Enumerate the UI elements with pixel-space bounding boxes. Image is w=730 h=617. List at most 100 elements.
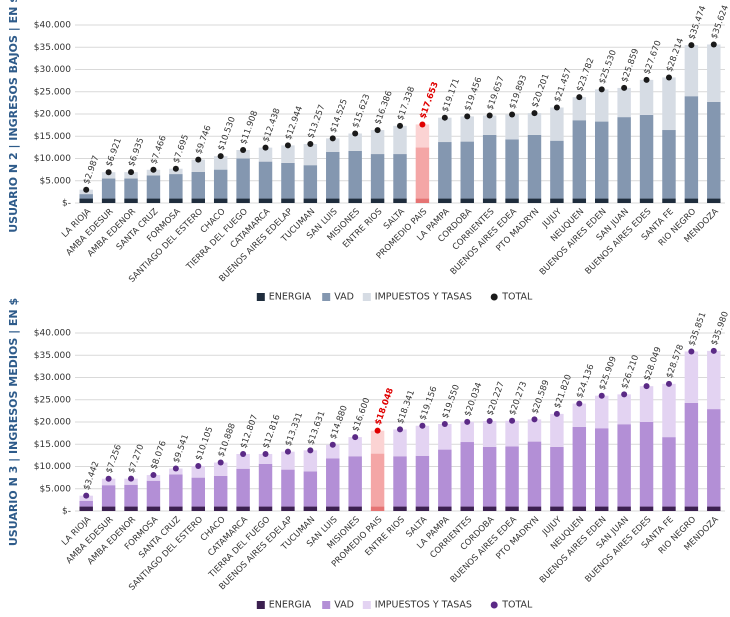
bar-segment <box>169 174 183 199</box>
total-dot <box>240 147 247 154</box>
bar-segment <box>550 198 564 203</box>
bar-segment <box>505 198 519 203</box>
total-dot <box>352 434 359 441</box>
total-dot <box>83 186 90 193</box>
total-dot <box>553 410 560 417</box>
total-dot <box>665 74 672 81</box>
bar-segment <box>684 402 699 507</box>
bar-segment <box>258 198 273 203</box>
bar-segment <box>415 147 430 199</box>
total-dot <box>128 475 135 482</box>
bar-segment <box>415 124 430 148</box>
bar-segment <box>550 446 564 507</box>
bar-segment <box>370 198 385 203</box>
bar-segment <box>213 475 228 507</box>
bar-segment <box>236 198 250 203</box>
bar-segment <box>213 198 228 203</box>
total-dot <box>486 417 493 424</box>
total-dot <box>374 127 381 134</box>
bar-segment <box>101 178 116 199</box>
total-dot <box>576 94 583 101</box>
total-dot <box>284 448 291 455</box>
bar-segment <box>415 455 430 507</box>
bar-segment <box>527 198 542 203</box>
y-tick-label: $15.000 <box>34 132 71 142</box>
bar-segment <box>393 198 407 203</box>
legend-label: ENERGIA <box>269 292 312 303</box>
total-label: $16.600 <box>351 397 372 433</box>
total-dot <box>352 130 359 137</box>
bar-segment <box>326 458 340 507</box>
total-dot <box>621 84 628 91</box>
bar-segment <box>595 121 609 199</box>
bar-segment <box>550 506 564 511</box>
bar-segment <box>438 424 452 450</box>
legend-marker <box>490 601 498 609</box>
bar-segment <box>258 506 273 511</box>
total-label: $19.156 <box>418 385 439 421</box>
bar-segment <box>639 386 654 422</box>
bar-segment <box>281 162 295 199</box>
bar-segment <box>639 114 654 199</box>
bar-segment <box>505 420 519 447</box>
total-label: $10.888 <box>216 422 237 458</box>
legend-marker <box>322 601 331 609</box>
bar-segment <box>370 130 385 155</box>
legend-label: ENERGIA <box>269 600 312 611</box>
total-dot <box>128 169 135 176</box>
bar-segment <box>707 506 721 511</box>
bar-segment <box>124 178 138 199</box>
bar-segment <box>326 444 340 459</box>
total-label: $19.657 <box>485 75 506 111</box>
bar-segment <box>438 506 452 511</box>
total-dot <box>172 165 179 172</box>
total-dot <box>688 42 695 49</box>
bar-segment <box>124 478 138 485</box>
bar-segment <box>169 506 183 511</box>
bar-segment <box>303 450 318 472</box>
bar-segment <box>617 198 631 203</box>
bar-segment <box>617 117 631 199</box>
bar-segment <box>460 141 474 199</box>
bar-segment <box>281 469 295 507</box>
total-label: $16.386 <box>373 90 394 126</box>
bar-segment <box>393 506 407 511</box>
bar-segment <box>348 506 362 511</box>
bar-segment <box>101 506 116 511</box>
total-dot <box>105 475 112 482</box>
bar-segment <box>460 442 474 507</box>
bar-segment <box>303 506 318 511</box>
bar-segment <box>281 506 295 511</box>
bar-segment <box>79 500 93 507</box>
total-dot <box>329 135 336 142</box>
total-label: $28.049 <box>642 346 663 382</box>
total-label: $15.623 <box>351 93 372 129</box>
bar-segment <box>415 425 430 456</box>
total-label: $28.214 <box>665 37 686 73</box>
legend-marker <box>490 293 498 301</box>
total-dot <box>419 121 426 128</box>
total-label: $35.624 <box>710 4 730 40</box>
bar-segment <box>101 485 116 507</box>
total-dot <box>486 112 493 119</box>
total-label: $7.256 <box>104 443 124 474</box>
total-label: $19.550 <box>441 383 462 419</box>
total-dot <box>83 492 90 499</box>
bar-segment <box>213 462 228 476</box>
bar-segment <box>460 116 474 142</box>
total-dot <box>240 451 247 458</box>
total-dot <box>531 110 538 117</box>
bar-segment <box>482 134 497 199</box>
bar-segment <box>684 96 699 199</box>
bar-segment <box>370 154 385 199</box>
total-dot <box>419 422 426 429</box>
bar-segment <box>124 198 138 203</box>
total-dot <box>374 427 381 434</box>
bar-segment <box>684 45 699 97</box>
bar-segment <box>236 454 250 469</box>
bar-segment <box>191 506 205 511</box>
bar-segment <box>707 409 721 507</box>
bar-segment <box>79 194 93 199</box>
bar-segment <box>191 466 205 478</box>
